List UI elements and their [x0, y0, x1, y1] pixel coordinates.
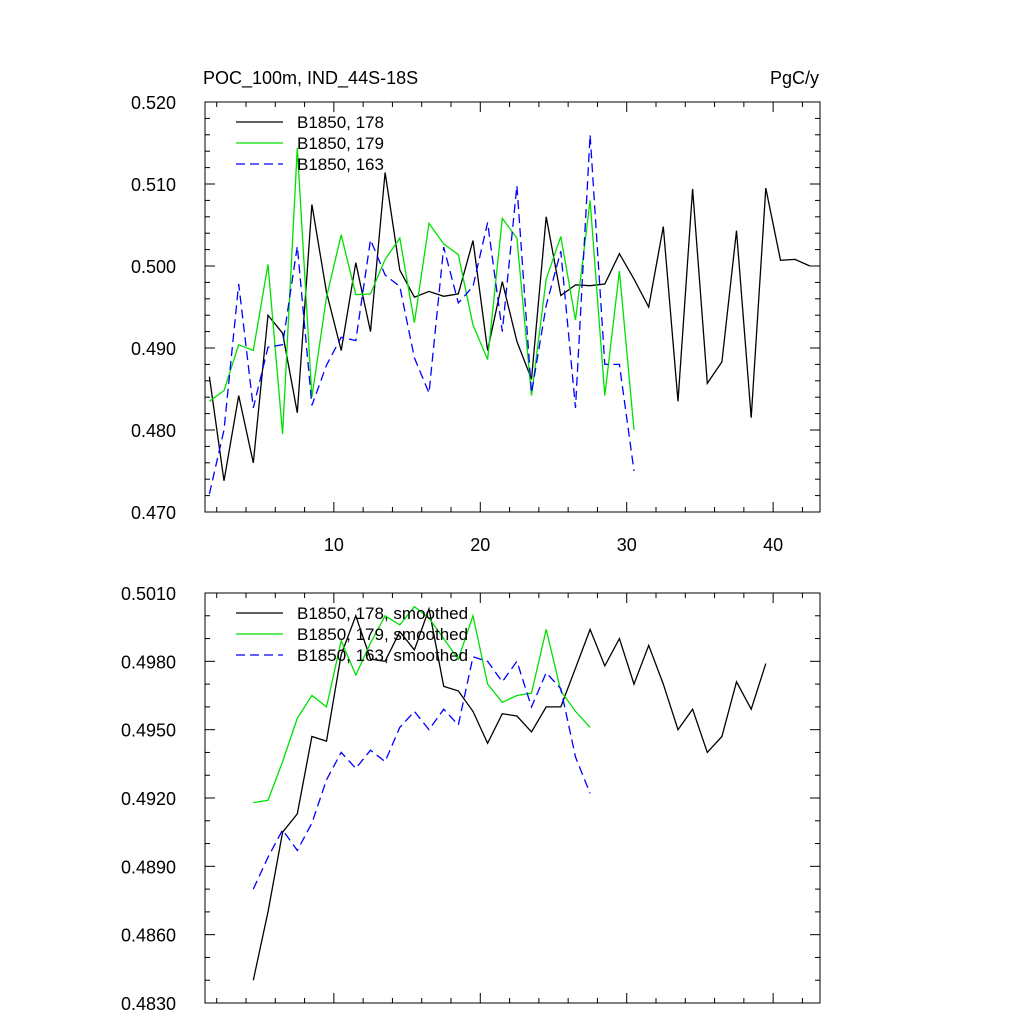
top-series-line-1	[208, 172, 811, 481]
bottom-series-line-2	[253, 605, 591, 804]
top-plot-frame	[204, 101, 821, 513]
bottom-y-tick-label: 0.4950	[121, 721, 176, 741]
bottom-y-tick-label: 0.4890	[121, 857, 176, 877]
top-legend-label-1: B1850, 178	[297, 113, 384, 132]
top-series-line-2	[209, 147, 635, 435]
top-legend-label-2: B1850, 179	[297, 134, 384, 153]
bottom-panel: 0.4830 0.4860 0.4890 0.4920 0.4950 0.4980 0.50…	[121, 584, 821, 1014]
bottom-legend-label-2: B1850, 179, smoothed	[297, 625, 468, 644]
bottom-series-line-1	[252, 606, 767, 981]
top-x-tick-label: 30	[617, 535, 637, 555]
bottom-legend-label-3: B1850, 163, smoothed	[297, 646, 468, 665]
top-y-tick-label: 0.480	[131, 421, 176, 441]
bottom-y-tick-label: 0.4920	[121, 789, 176, 809]
top-x-tick-label: 20	[470, 535, 490, 555]
bottom-legend-label-1: B1850, 178, smoothed	[297, 604, 468, 623]
top-x-tick-label: 40	[763, 535, 783, 555]
plot-title: POC_100m, IND_44S-18S	[203, 68, 418, 89]
top-y-tick-label: 0.470	[131, 503, 176, 523]
top-panel: 10 20 30 40 0.470 0.480 0.490 0.500 0.510 0.520 B1…	[131, 93, 821, 555]
top-y-tick-label: 0.510	[131, 175, 176, 195]
bottom-y-tick-label: 0.5010	[121, 584, 176, 604]
top-legend-label-3: B1850, 163	[297, 155, 384, 174]
bottom-series-line-3	[252, 655, 591, 890]
top-y-tick-label: 0.500	[131, 257, 176, 277]
top-x-tick-label: 10	[324, 535, 344, 555]
top-y-tick-label: 0.520	[131, 93, 176, 113]
bottom-y-tick-label: 0.4830	[121, 994, 176, 1014]
bottom-y-tick-label: 0.4980	[121, 652, 176, 672]
plot-units: PgC/y	[770, 68, 819, 88]
top-y-tick-label: 0.490	[131, 339, 176, 359]
bottom-y-tick-label: 0.4860	[121, 926, 176, 946]
top-series-line-3	[208, 134, 635, 495]
